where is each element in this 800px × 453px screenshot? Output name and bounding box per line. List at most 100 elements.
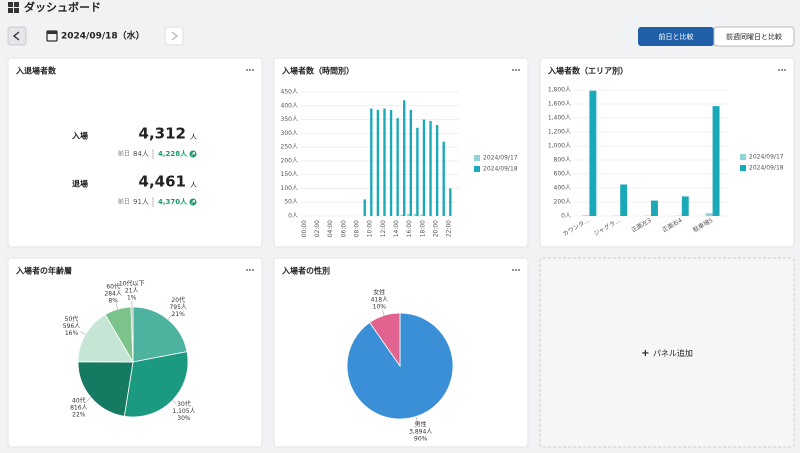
y-tick-label: 1,600人 [548, 101, 571, 108]
x-tick-label: 16:00 [406, 220, 413, 237]
bar [582, 215, 590, 216]
y-tick-label: 0人 [561, 213, 571, 220]
leader-line [80, 331, 86, 335]
pie-label: 1% [127, 295, 137, 302]
pie-label: 50代 [65, 315, 79, 323]
pie-label: 10代以下 [119, 280, 145, 288]
x-tick-label: 06:00 [340, 220, 347, 237]
pie-label: 795人 [169, 304, 186, 311]
pie-label: 21% [172, 311, 186, 318]
legend-label: 2024/09/17 [749, 154, 784, 161]
menu-dot [515, 269, 517, 271]
x-tick-label: 18:00 [419, 220, 426, 237]
entry-unit: 人 [190, 133, 197, 141]
y-tick-label: 100人 [281, 185, 298, 192]
grid-icon [8, 2, 19, 13]
menu-dot [512, 69, 514, 71]
legend-swatch [474, 155, 480, 161]
y-tick-label: 600人 [554, 171, 571, 178]
pie-label: 60代 [106, 282, 120, 290]
bar [589, 90, 597, 216]
y-tick-label: 300人 [281, 130, 298, 137]
menu-dot [252, 269, 254, 271]
x-tick-label: 12:00 [380, 220, 387, 237]
bar [383, 108, 386, 216]
pie-label: 女性 [373, 289, 385, 297]
up-arrow [191, 152, 195, 156]
panel [539, 57, 795, 248]
add-panel[interactable] [539, 257, 795, 448]
bar [705, 213, 713, 216]
compare-prev-day-button[interactable] [638, 27, 714, 46]
menu-dot [784, 69, 786, 71]
y-tick-label: 50人 [284, 199, 298, 206]
y-tick-label: 250人 [281, 144, 298, 151]
bar [409, 109, 412, 216]
y-tick-label: 150人 [281, 171, 298, 178]
bar [413, 213, 417, 216]
menu-dot [246, 69, 248, 71]
bar [449, 188, 452, 216]
bar [429, 120, 432, 216]
pie-label: 418人 [371, 297, 388, 304]
pie-slice [132, 306, 188, 363]
x-tick-label: 10:00 [367, 220, 374, 237]
pie-label: 30% [177, 415, 191, 422]
bar [712, 106, 720, 216]
menu-dot [518, 269, 520, 271]
bar [400, 214, 404, 216]
bar [396, 118, 399, 216]
x-tick-label: 14:00 [393, 220, 400, 237]
pie-label: 90% [414, 435, 428, 442]
leader-line [115, 303, 118, 310]
bar [403, 100, 406, 216]
y-tick-label: 350人 [281, 116, 298, 123]
legend-swatch [740, 165, 746, 171]
compare-prev-week-button[interactable] [713, 26, 795, 47]
y-tick-label: 1,000人 [548, 143, 571, 150]
menu-dot [512, 269, 514, 271]
y-tick-label: 450人 [281, 89, 298, 96]
leader-line [172, 400, 177, 405]
next-day-button[interactable] [164, 26, 184, 46]
menu-dot [252, 69, 254, 71]
pie-label: 40代 [72, 396, 86, 404]
bar [651, 200, 658, 216]
menu-dot [515, 69, 517, 71]
bar [370, 108, 373, 216]
next-icon [171, 31, 179, 41]
add-panel-label: + パネル追加 [641, 348, 693, 360]
legend-swatch [474, 166, 480, 172]
panel-title: 入退場者数 [15, 66, 57, 76]
pie-label: 16% [65, 330, 79, 337]
menu-dot [249, 269, 251, 271]
bar [442, 141, 445, 216]
pie-label: 3,894人 [409, 428, 432, 435]
bar [407, 213, 410, 216]
prev-day-button[interactable] [7, 26, 27, 46]
bar [681, 196, 689, 216]
y-tick-label: 400人 [281, 102, 298, 109]
pie-label: 8% [108, 297, 118, 304]
pie-label: 22% [72, 411, 86, 418]
panel-title: 入場者数（エリア別） [547, 66, 628, 76]
diff-value: 4,228人 [158, 149, 188, 158]
menu-dot [518, 69, 520, 71]
menu-dot [781, 69, 783, 71]
y-tick-label: 0人 [288, 213, 298, 220]
prev-icon [12, 31, 20, 41]
date-label: 2024/09/18（水） [61, 30, 145, 42]
y-tick-label: 1,800人 [548, 87, 571, 94]
pie-label: 816人 [70, 404, 87, 411]
leader-line [167, 314, 173, 320]
pie-slice [77, 361, 134, 417]
x-tick-label: 22:00 [446, 220, 453, 237]
legend-label: 2024/09/18 [749, 165, 784, 172]
legend-label: 2024/09/17 [483, 155, 518, 162]
compare-button-label: 前日と比較 [659, 32, 694, 41]
entry-value: 4,312 [139, 125, 186, 143]
pie-label: 284人 [104, 290, 121, 297]
x-tick-label: 08:00 [353, 220, 360, 237]
x-tick-label: 04:00 [327, 220, 334, 237]
